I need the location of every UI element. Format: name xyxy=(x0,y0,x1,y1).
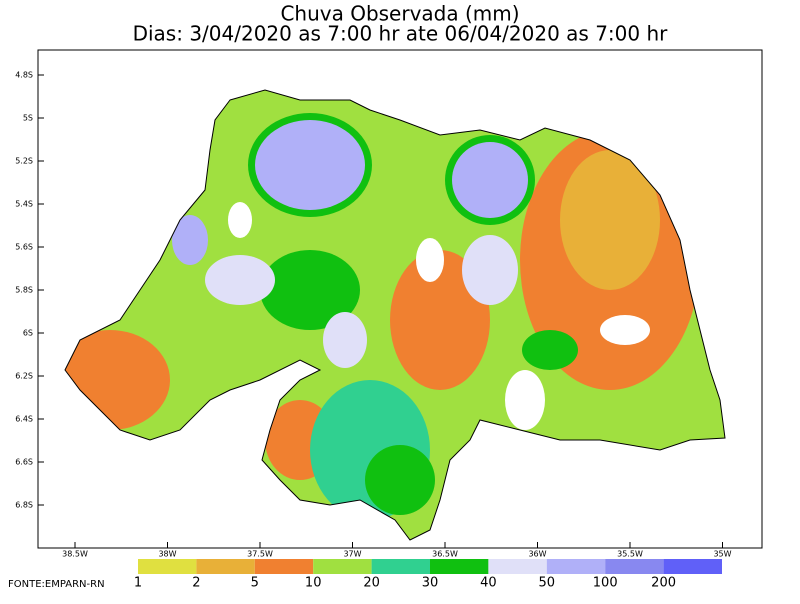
state-map xyxy=(64,89,726,541)
lat-label: 6.8S xyxy=(15,501,33,510)
title: Chuva Observada (mm) xyxy=(280,2,519,26)
legend-swatch xyxy=(254,559,314,574)
legend-swatch xyxy=(663,559,722,574)
lon-label: 37.5W xyxy=(247,550,273,559)
lat-label: 5.4S xyxy=(15,200,33,209)
legend-swatch xyxy=(605,559,664,574)
legend-label: 20 xyxy=(363,576,380,591)
legend-label: 40 xyxy=(480,576,497,591)
lat-label: 6.4S xyxy=(15,415,33,424)
lat-label: 4.8S xyxy=(15,71,33,80)
lat-label: 6.2S xyxy=(15,372,33,381)
lat-label: 6.6S xyxy=(15,458,33,467)
legend-label: 2 xyxy=(192,576,200,591)
legend-swatch xyxy=(546,559,606,574)
lon-label: 35.5W xyxy=(617,550,643,559)
legend-label: 5 xyxy=(251,576,259,591)
lat-label: 5S xyxy=(23,114,33,123)
lat-label: 5.2S xyxy=(15,157,33,166)
lat-label: 5.8S xyxy=(15,286,33,295)
lon-label: 36W xyxy=(528,550,546,559)
lon-label: 35W xyxy=(713,550,731,559)
legend-label: 100 xyxy=(593,576,618,591)
legend-label: 200 xyxy=(651,576,676,591)
legend-swatch xyxy=(371,559,430,574)
source: FONTE:EMPARN-RN xyxy=(8,579,105,590)
legend-label: 10 xyxy=(305,576,322,591)
legend-label: 1 xyxy=(134,576,142,591)
lon-label: 38W xyxy=(158,550,176,559)
lon-label: 37W xyxy=(343,550,361,559)
lon-label: 38.5W xyxy=(62,550,88,559)
legend-swatch xyxy=(196,559,255,574)
legend-swatch xyxy=(313,559,372,574)
lat-label: 6S xyxy=(23,329,33,338)
lon-label: 36.5W xyxy=(432,550,458,559)
subtitle: Dias: 3/04/2020 as 7:00 hr ate 06/04/202… xyxy=(133,22,669,46)
legend-label: 30 xyxy=(422,576,439,591)
legend-swatch xyxy=(138,559,197,574)
legend-swatch xyxy=(488,559,547,574)
map-frame xyxy=(37,49,763,549)
lat-label: 5.6S xyxy=(15,243,33,252)
legend-label: 50 xyxy=(539,576,556,591)
legend-swatch xyxy=(430,559,489,574)
